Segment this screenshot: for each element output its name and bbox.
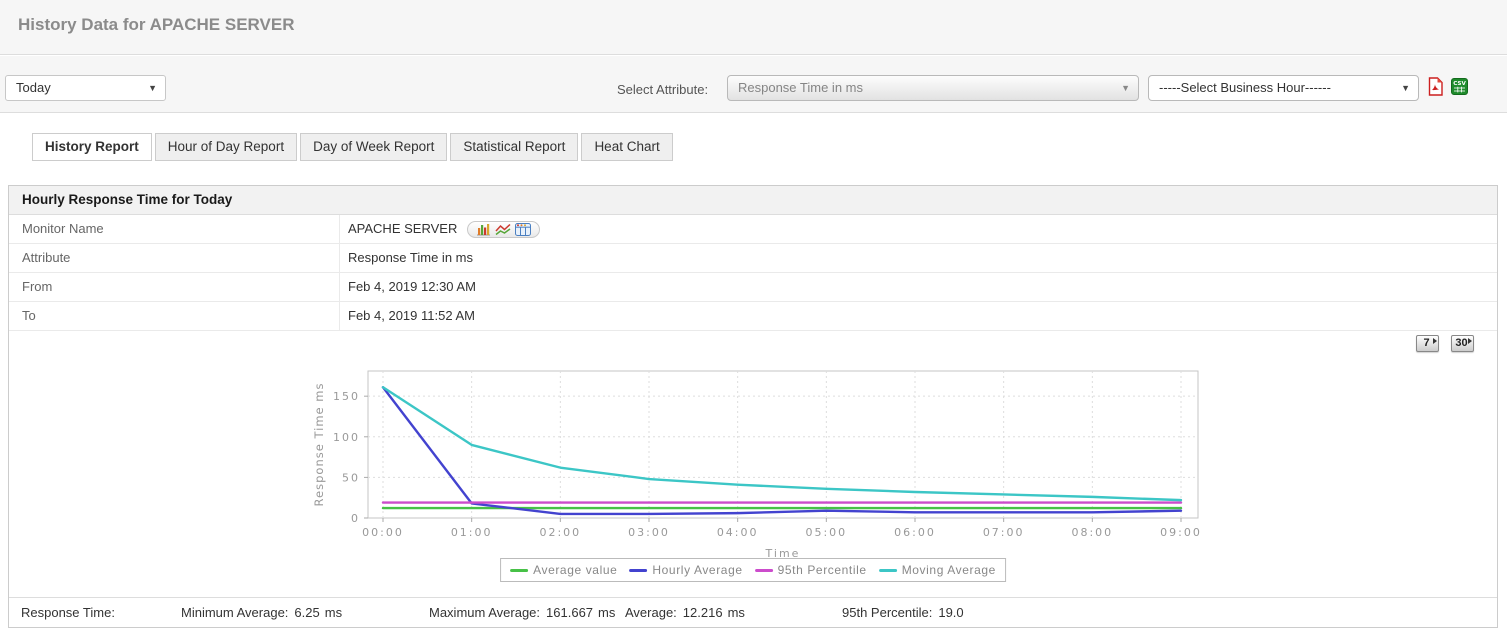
min-average-stat: Minimum Average: 6.25 ms	[181, 605, 343, 620]
business-hour-select[interactable]: -----Select Business Hour------ ▼	[1148, 75, 1419, 101]
x-tick-label: 07:00	[983, 526, 1025, 539]
legend-item: Moving Average	[878, 563, 996, 577]
table-row: From Feb 4, 2019 12:30 AM	[9, 273, 1497, 302]
last-7-button[interactable]: 7	[1416, 335, 1439, 352]
tab-history-report[interactable]: History Report	[32, 133, 152, 161]
legend-swatch-icon	[510, 568, 529, 572]
svg-text:CSV: CSV	[1453, 81, 1466, 87]
last-30-button[interactable]: 30	[1451, 335, 1474, 352]
report-panel: Hourly Response Time for Today Monitor N…	[8, 185, 1498, 628]
to-row-value: Feb 4, 2019 11:52 AM	[339, 302, 475, 330]
tab-statistical-report[interactable]: Statistical Report	[450, 133, 579, 161]
x-tick-label: 09:00	[1160, 526, 1202, 539]
attribute-row-value: Response Time in ms	[339, 244, 473, 272]
chevron-down-icon: ▼	[148, 83, 157, 93]
chevron-down-icon: ▼	[1121, 83, 1130, 93]
tab-bar: History Report Hour of Day Report Day of…	[32, 133, 673, 161]
legend-label: 95th Percentile	[777, 563, 867, 577]
legend-item: Average value	[510, 563, 617, 577]
tab-hour-of-day-report[interactable]: Hour of Day Report	[154, 133, 298, 161]
period-select-value: Today	[16, 80, 51, 95]
report-title: Hourly Response Time for Today	[9, 186, 1497, 215]
attribute-label: Select Attribute:	[617, 82, 709, 97]
series-line	[381, 386, 1183, 516]
monitor-name-value: APACHE SERVER	[348, 221, 458, 236]
attribute-select-value: Response Time in ms	[738, 80, 863, 95]
table-row: Attribute Response Time in ms	[9, 244, 1497, 273]
summary-stats: Response Time: Minimum Average: 6.25 ms Ma…	[9, 597, 1497, 627]
average-stat: Average: 12.216 ms	[625, 605, 745, 620]
x-tick-label: 00:00	[362, 526, 404, 539]
title-bar: History Data for APACHE SERVER	[0, 0, 1507, 55]
y-tick-label: 50	[342, 471, 360, 484]
legend-label: Average value	[533, 563, 618, 577]
x-tick-label: 04:00	[717, 526, 759, 539]
legend-label: Moving Average	[901, 563, 996, 577]
expand-arrow-icon	[1468, 338, 1472, 344]
series-line	[381, 386, 1183, 502]
legend-label: Hourly Average	[652, 563, 743, 577]
period-select[interactable]: Today ▼	[5, 75, 166, 101]
x-tick-label: 03:00	[628, 526, 670, 539]
x-tick-label: 08:00	[1071, 526, 1113, 539]
attribute-row-label: Attribute	[22, 250, 71, 265]
x-tick-label: 05:00	[805, 526, 847, 539]
page-title: History Data for APACHE SERVER	[18, 15, 295, 34]
chart-svg: 00:00 01:00 02:00 03:00 04:00 05:00 06:00 07:00…	[312, 370, 1202, 560]
from-row-value: Feb 4, 2019 12:30 AM	[339, 273, 476, 301]
expand-arrow-icon	[1433, 338, 1437, 344]
percentile-stat: 95th Percentile: 19.0	[842, 605, 964, 620]
attribute-select[interactable]: Response Time in ms ▼	[727, 75, 1139, 101]
business-hour-select-value: -----Select Business Hour------	[1159, 80, 1331, 95]
line-chart-icon	[495, 223, 511, 235]
chevron-down-icon: ▼	[1401, 83, 1410, 93]
csv-export-icon[interactable]: CSV	[1451, 78, 1468, 98]
pdf-export-icon[interactable]	[1427, 77, 1444, 99]
monitor-name-label: Monitor Name	[22, 221, 104, 236]
x-tick-label: 02:00	[539, 526, 581, 539]
y-tick-label: 100	[333, 431, 360, 444]
x-tick-label: 06:00	[894, 526, 936, 539]
y-tick-label: 0	[351, 512, 360, 525]
bar-chart-icon	[477, 224, 491, 236]
plot-area	[367, 370, 1199, 519]
monitor-chart-options[interactable]	[467, 220, 541, 238]
range-buttons: 7 30	[1416, 335, 1474, 352]
tab-day-of-week-report[interactable]: Day of Week Report	[300, 133, 448, 161]
to-row-label: To	[22, 308, 36, 323]
x-axis-label: Time	[765, 547, 801, 560]
table-row: To Feb 4, 2019 11:52 AM	[9, 302, 1497, 331]
toolbar: Today ▼ Select Attribute: Response Time …	[0, 56, 1507, 113]
y-axis-label: Response Time ms	[312, 383, 326, 507]
legend-swatch-icon	[629, 568, 648, 572]
response-time-chart: 00:00 01:00 02:00 03:00 04:00 05:00 06:00 07:00…	[301, 366, 1211, 566]
chart-legend: Average value Hourly Average 95th Percenti…	[500, 558, 1006, 582]
tab-heat-chart[interactable]: Heat Chart	[581, 133, 673, 161]
x-tick-label: 01:00	[451, 526, 493, 539]
y-tick-label: 150	[333, 390, 360, 403]
legend-swatch-icon	[754, 568, 773, 572]
legend-item: Hourly Average	[629, 563, 742, 577]
table-row: Monitor Name APACHE SERVER	[9, 215, 1497, 244]
legend-swatch-icon	[878, 568, 897, 572]
summary-title: Response Time:	[21, 605, 115, 620]
max-average-stat: Maximum Average: 161.667 ms	[429, 605, 616, 620]
from-row-label: From	[22, 279, 53, 294]
data-table-icon	[515, 222, 532, 236]
legend-item: 95th Percentile	[754, 563, 867, 577]
